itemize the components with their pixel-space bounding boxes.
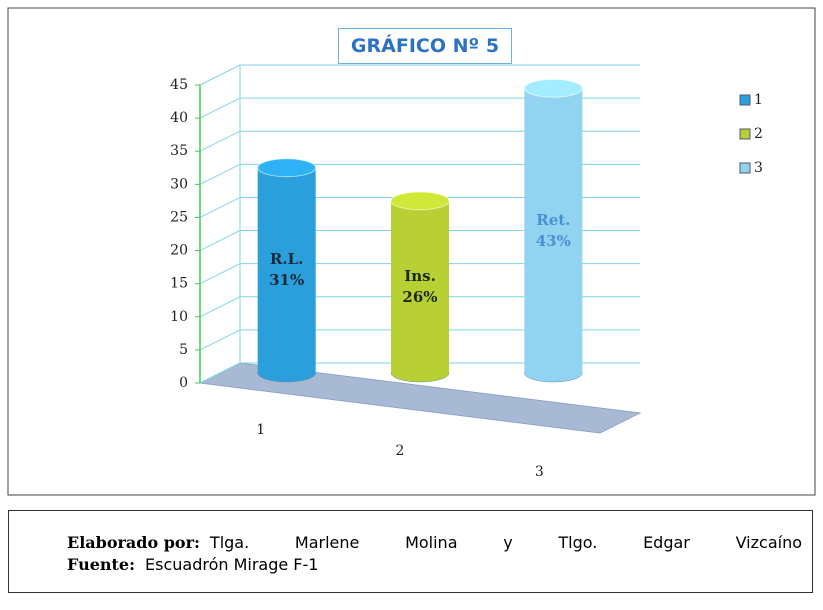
author: Tlga. Marlene Molina y Tlgo. Edgar Vizca… <box>209 533 802 552</box>
value-label: Ins. 26% <box>402 266 438 306</box>
author-row: Elaborado por: Tlga. Marlene Molina y Tl… <box>67 533 802 552</box>
source-label: Fuente: <box>67 555 135 574</box>
legend-swatch <box>739 94 751 106</box>
bar-top <box>523 78 583 98</box>
legend-swatch <box>739 128 751 140</box>
bar-body <box>257 167 316 373</box>
source: Escuadrón Mirage F-1 <box>145 555 319 574</box>
x-tick-label: 1 <box>256 422 265 438</box>
y-tick-label: 35 <box>170 143 188 159</box>
x-tick-label: 2 <box>396 443 405 459</box>
value-label: R.L. 31% <box>269 250 305 290</box>
legend-label: 1 <box>754 92 763 108</box>
chart-title: GRÁFICO Nº 5 <box>338 28 512 64</box>
bar-body <box>524 88 583 373</box>
y-tick-label: 15 <box>170 276 188 292</box>
y-tick-label: 30 <box>170 176 188 192</box>
y-tick-label: 10 <box>170 309 188 325</box>
value-label: Ret. 43% <box>535 210 571 250</box>
source-row: Fuente: Escuadrón Mirage F-1 <box>67 555 802 574</box>
y-tick-label: 5 <box>179 342 188 358</box>
author-label: Elaborado por: <box>67 533 200 552</box>
bar <box>390 191 450 383</box>
bar <box>523 78 583 383</box>
y-tick-label: 0 <box>179 375 188 391</box>
legend-swatch <box>739 162 751 174</box>
y-tick-label: 45 <box>170 77 188 93</box>
legend-label: 3 <box>754 160 763 176</box>
bar-top <box>390 191 450 211</box>
caption: Elaborado por: Tlga. Marlene Molina y Tl… <box>8 510 813 593</box>
bar-top <box>257 158 317 178</box>
y-tick-label: 20 <box>170 243 188 259</box>
bar <box>257 158 317 383</box>
x-tick-label: 3 <box>535 464 544 480</box>
legend-label: 2 <box>754 126 763 142</box>
y-tick-label: 40 <box>170 110 188 126</box>
bar-body <box>391 200 449 373</box>
y-tick-label: 25 <box>170 209 188 225</box>
